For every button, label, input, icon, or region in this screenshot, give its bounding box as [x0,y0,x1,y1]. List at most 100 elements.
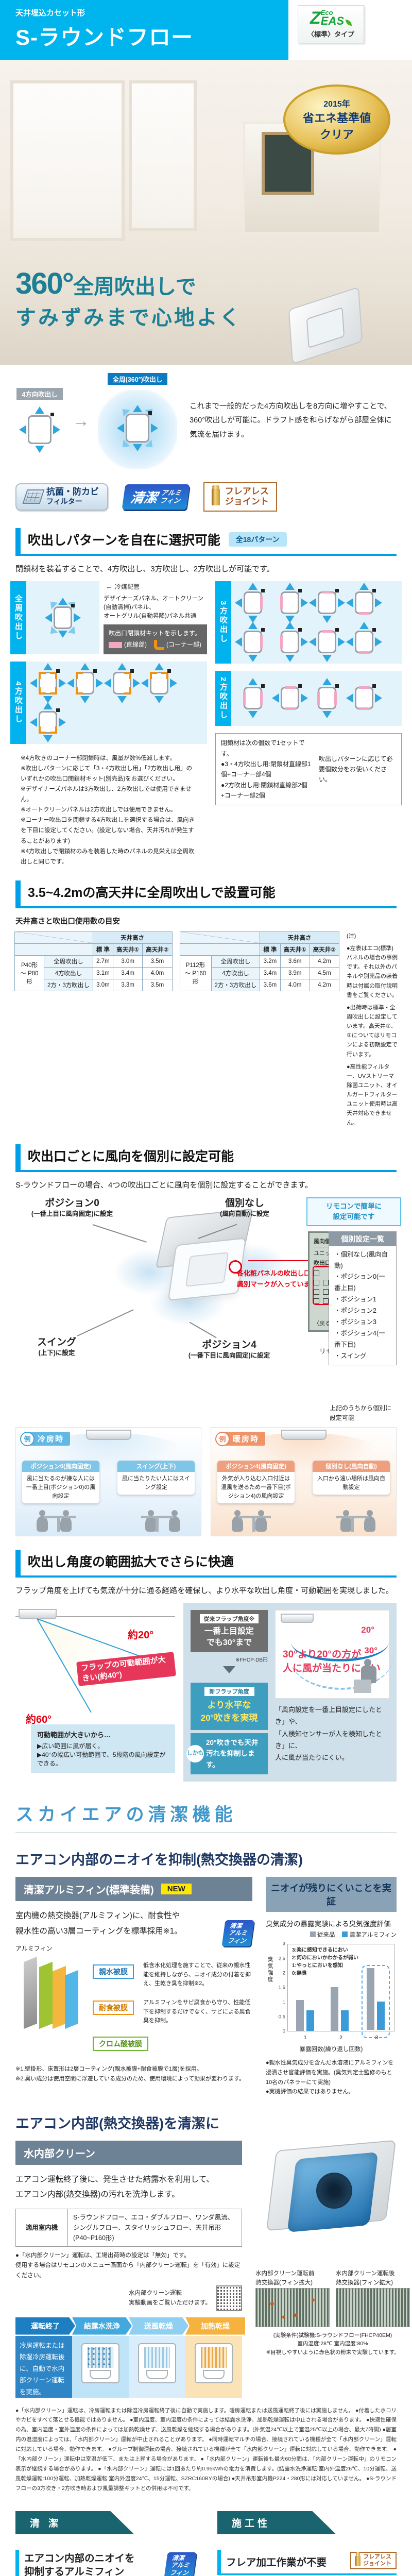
pattern-row-2way: 2方吹出し [215,670,402,726]
waterclean-flow-bodies: 冷房運転または除湿冷房運転後に、自動で水内部クリーン運転を実施。 [15,2335,242,2398]
filter-icon [22,489,45,504]
feature-flareless: フレア加工作業が不要 フレアレス ジョイント [217,2549,397,2575]
label-360: 全周(360°)吹出し [107,373,168,385]
patterns-grid: 全周吹出し ← 冷媒配管 デザイナーズパネル、オートクリーン(自動清掃)パネル、オ… [0,581,412,867]
odor-bar-chart: 臭気強度 0 0.5 1 1.5 2 2.5 3 3:楽に感知できるにおい [266,1941,397,2044]
label-position4: ポジション4 (一番下目に風向固定)に設定 [188,1339,270,1360]
photo-window [10,80,125,241]
airflow-comparison: 4方向吹出し → 全周(360°)吹出し これまで一般的だった4方向吹出しを8方… [0,365,412,473]
person-at-desk-icon [354,1658,385,1695]
scale-annotations: 3:楽に感知できるにおい 2:何のにおいかわかるが弱い 1:やっとにおいを感知 … [292,1947,358,1977]
ceiling-unit-icon [281,1429,327,1440]
label-none: 個別なし (風向自動)に設定 [220,1197,269,1218]
ceiling-height-table-p112-p160: 天井高さ 標 準高天井① 高天井② P112形 〜 P160形 全周吹出し 3.2m 3… [179,931,340,991]
remote-tip: リモコンで簡単に 設定可能です [306,1197,401,1227]
hero-photo: 2015年 省エネ基準値 クリア 360°全周吹出しで すみずみまで心地よく [0,60,412,365]
antibacterial-filter-badge: 抗菌・防カビ フィルター [15,483,108,511]
proof-notes: ●親水性臭気成分を含んだ水溶液にアルミフィンを浸漬させ官能評価を実施。(臭気判定… [266,2060,394,2095]
flareless-joint-badge-small: フレアレス ジョイント [350,2551,397,2569]
setting-list-caption: 上記のうちから個別に設定可能 [330,1404,392,1421]
legend-swatch-conventional [310,1931,316,1938]
corner-part-swatch [154,639,164,650]
page-header: 天井埋込カセット形 S-ラウンドフロー Z Eco EAS 〈標準〉タイプ [0,0,412,60]
installation-column-header: 施工性 [217,2511,336,2534]
closure-kit-legend: 吹出口閉鎖材キットを示します。 (直線部) (コーナー部) [104,624,207,654]
section-highceiling-heading: 3.5~4.2mの高天井に全周吹出しで設置可能 [15,880,397,908]
pattern-row-zen: 全周吹出し ← 冷媒配管 デザイナーズパネル、オートクリーン(自動清掃)パネル、オ… [10,581,207,654]
winddir-intro: S-ラウンドフローの場合、4つの吹出口ごとに風向を個別に設定することができます。 [15,1180,313,1190]
cassette-3d-illustration [113,1208,288,1326]
pattern-row-3way: 3方吹出し [215,581,402,664]
fan-dry-icon [138,2343,176,2383]
diagram-360: 全周(360°)吹出し [98,373,177,469]
ceiling-stain-box: しかも 20°吹きでも天井 汚れを抑制します。 [186,1733,268,1775]
legend-swatch-cleanfin [342,1931,348,1938]
waterclean-note: ●「水内部クリーン」運転は、工場出荷時の設定は「無効」です。 使用する場合はリモ… [15,2252,241,2279]
joint-pipe-icon [211,485,220,506]
condensate-wash-icon [81,2343,119,2383]
pattern-row-4way: 4方吹出し [10,661,207,744]
label-position0: ポジション0 (一番上目に風向固定)に設定 [31,1197,113,1218]
section-winddir-heading: 吹出口ごとに風向を個別に設定可能 [15,1144,397,1172]
smell-section-heading: エアコン内部のニオイを抑制(熱交換器の清潔) [15,1852,303,1868]
winddir-diagram: ポジション0 (一番上目に風向固定)に設定 個別なし (風向自動)に設定 スイン… [15,1197,401,1424]
pattern-count-badge: 全18パターン [228,532,287,547]
setting-examples: 例冷房時 ポジション0(風向固定) 風に当たるのが嫌な人には一番上目(ポジション… [0,1424,412,1536]
smell-section: 清潔アルミフィン(標準装備) NEW 室内機の熱交換器(アルミフィン)に、耐食性や… [0,1877,412,2097]
applicable-models-table: 適用室内機 S-ラウンドフロー、エコ・ダブルフロー、ワンダ風流、 シングルフロー、… [15,2208,242,2247]
feature-alumi-fin: エアコン内部のニオイを 抑制するアルミフィン 清潔 アルミ フィン [15,2549,197,2576]
section-flap-heading: 吹出し角度の範囲拡大でさらに快適 [15,1549,397,1578]
identification-note: 各化粧パネルの吹出し口に 識別マークが入っています。 [237,1269,323,1288]
waterclean-card: 水内部クリーン エアコン運転終了後に、発生させた結露水を利用して、 エアコン内部(… [15,2141,245,2398]
product-category: 天井埋込カセット形 [15,9,85,18]
label-swing: スイング (上下)に設定 [37,1336,76,1357]
straight-part-swatch [109,641,122,648]
diagram-4way: 4方向吹出し [15,387,64,454]
heating-callout-2: 個別なし(風向自動) 入口から遠い場所は風向自動設定 [313,1460,390,1495]
flap-callout: 可動範囲が大きいから… ▶広い範囲に風が届く。 ▶40°の幅広い可動範囲で、5段… [31,1724,175,1773]
identification-mark-circle [229,1260,242,1274]
down-triangle-icon [223,1666,235,1680]
qr-code [216,2285,242,2311]
cassette-360-graphic [265,283,384,365]
new-flap-box: 新フラップ角度 より水平な 20°吹きを実現 [191,1682,268,1730]
highceiling-subtitle: 天井高さと吹出口使用数の目安 [15,917,120,926]
closure-set-note: 閉鎖材は次の個数で1セットです。 ●3・4方吹出し用:閉鎖材直線部1個+コーナー… [215,733,402,806]
waterclean-fine-print: ●「水内部クリーン」運転は、冷房運転または除湿冷房運転終了後に自動で実施します。… [15,2407,397,2492]
patterns-intro: 閉鎖材を装着することで、4方吹出し、3方吹出し、2方吹出しが可能です。 [15,564,274,573]
label-4way: 4方向吹出し [16,387,63,400]
pattern-notes: ※4方吹きのコーナー部閉鎖時は、風量が数%低減します。 ※吹出しパターンに応じて… [21,755,195,865]
clean-alumi-fin-badge-small: 清潔 アルミ フィン [164,2552,197,2576]
airflow-unit [45,597,81,638]
type-label: 〈標準〉タイプ [307,30,355,39]
pointer-line: ← [106,582,113,590]
odor-proof-card: ニオイが残りにくいことを実証 臭気成分の暴露実験による臭気強度評価 従来品 清潔… [266,1877,397,2097]
ceiling-unit-icon [85,1429,131,1440]
individual-setting-list: 個別設定一覧 ・個別なし(風向自動) ・ポジション0(一番上目) ・ポジション1… [329,1231,397,1366]
flap-old-new: 従来フラップ角度※ 一番上目設定 でも30°まで ※FHCP-DB形 新フラップ角… [186,1609,268,1775]
flap-scene-caption: 「風向設定を一番上目設定にしたとき」や、 「人検知センサーが人を検知したとき」に… [275,1705,383,1762]
eco-zeas-logo-icon: Z Eco EAS [307,9,354,27]
bar-group-3-highlight [361,1965,390,2039]
catch-copy: 360°全周吹出しで すみずみまで心地よく [15,266,242,329]
qr-block: 水内部クリーン運転 実験動画をご覧いただけます。 [15,2285,242,2311]
before-after: 水内部クリーン運転前 熱交換器(フィン拡大) 水内部クリーン運転後 熱交換器(フィン… [255,2269,410,2327]
cooling-example: 例冷房時 ポジション0(風向固定) 風に当たるのが嫌な人には一番上目(ポジション… [15,1427,201,1536]
bar-group-1 [292,1998,318,2031]
heat-dry-icon [195,2343,233,2383]
clean-alumi-fin-badge-small: 清潔 アルミ フィン [221,1920,254,1947]
section-patterns-heading: 吹出しパターンを自在に選択可能 全18パターン [15,528,397,556]
energy-standard-badge: 2015年 省エネ基準値 クリア [283,84,390,155]
airflow-description: これまで一般的だった4方向吹出しを8方向に増やすことで、360°吹出しが可能に。… [190,402,392,439]
cooling-callout-1: ポジション0(風向固定) 風に当たるのが嫌な人には一番上目(ポジション0)の風向… [22,1460,99,1503]
old-flap-box: 従来フラップ角度※ 一番上目設定 でも30°まで [191,1609,268,1652]
clean-alumi-fin-badge: 清潔 アルミ フィン [122,484,190,510]
chart-xlabel: 暴露回数(繰り返し回数) [299,2046,363,2053]
cooling-callout-2: スイング(上下) 風に当たりたい人にはスイング設定 [117,1460,195,1495]
clean-alumi-fin-card: 清潔アルミフィン(標準装備) NEW 室内機の熱交換器(アルミフィン)に、耐食性や… [15,1877,254,2097]
arrow-right-icon: → [72,411,90,431]
chart-legend: 従来品 清潔アルミフィン [266,1930,397,1939]
waterclean-section: 水内部クリーン エアコン運転終了後に、発生させた結露水を利用して、 エアコン内部(… [0,2140,412,2398]
